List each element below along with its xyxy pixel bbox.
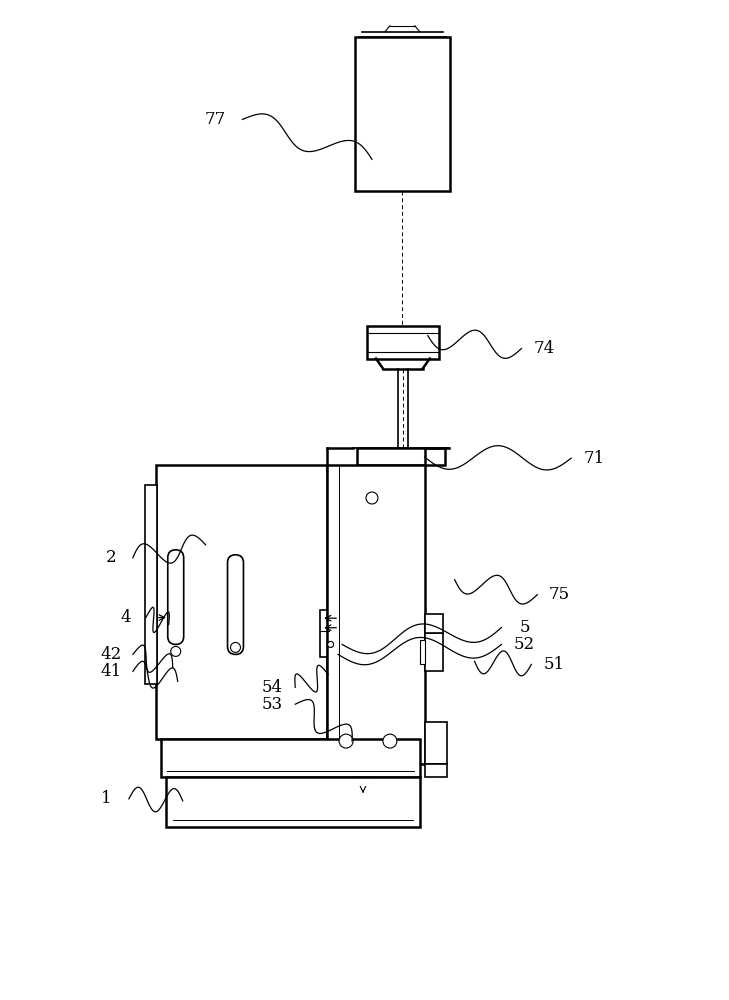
Text: 74: 74 bbox=[534, 340, 555, 357]
Bar bbox=[425, 722, 447, 764]
Text: 71: 71 bbox=[583, 450, 605, 467]
Circle shape bbox=[366, 492, 378, 504]
FancyBboxPatch shape bbox=[168, 550, 184, 644]
Text: 4: 4 bbox=[120, 609, 131, 626]
Text: 1: 1 bbox=[101, 790, 112, 807]
Text: 77: 77 bbox=[205, 111, 226, 128]
FancyBboxPatch shape bbox=[227, 555, 243, 654]
Text: 53: 53 bbox=[262, 696, 283, 713]
Bar bbox=[357, 448, 445, 465]
Text: 75: 75 bbox=[549, 586, 570, 603]
Bar bbox=[425, 614, 443, 633]
Circle shape bbox=[339, 734, 353, 748]
Bar bbox=[367, 326, 439, 359]
Text: 41: 41 bbox=[101, 663, 122, 680]
Bar bbox=[145, 485, 157, 684]
Text: 52: 52 bbox=[514, 636, 535, 653]
Bar bbox=[327, 465, 425, 764]
Bar bbox=[161, 739, 420, 777]
Text: 51: 51 bbox=[544, 656, 565, 673]
Circle shape bbox=[383, 734, 397, 748]
Circle shape bbox=[230, 642, 241, 652]
Bar bbox=[165, 777, 420, 827]
Bar bbox=[355, 37, 450, 191]
Bar bbox=[320, 610, 327, 657]
Bar bbox=[420, 640, 425, 664]
Circle shape bbox=[171, 646, 181, 656]
Bar bbox=[425, 633, 443, 671]
Bar bbox=[425, 764, 447, 777]
Text: 2: 2 bbox=[106, 549, 117, 566]
Text: 5: 5 bbox=[519, 619, 530, 636]
Text: 54: 54 bbox=[262, 679, 283, 696]
Bar bbox=[156, 465, 327, 739]
Circle shape bbox=[327, 641, 334, 647]
Text: 42: 42 bbox=[101, 646, 122, 663]
